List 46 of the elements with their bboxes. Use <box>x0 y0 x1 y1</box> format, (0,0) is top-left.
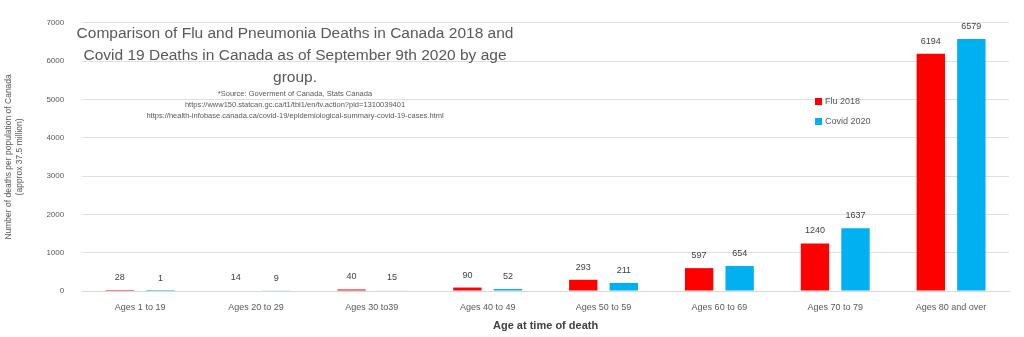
y-axis-title: Number of deaths per population of Canada (approx 37.5 million) <box>3 73 24 240</box>
data-label: 1637 <box>845 210 866 221</box>
y-tick-label: 0 <box>59 286 65 296</box>
data-label: 9 <box>273 272 279 283</box>
data-label: 40 <box>346 271 357 282</box>
data-label: 293 <box>575 261 591 272</box>
data-label: 211 <box>616 264 631 275</box>
legend-label: Covid 2020 <box>825 116 871 126</box>
text: Comparison of Flu and Pneumonia Deaths in Canada 2018 and Covid 19 Deaths in Canada as of September 9th 2020 by age group. <box>75 23 515 87</box>
data-label: 15 <box>387 272 398 283</box>
y-tick-label: 2000 <box>46 209 65 219</box>
x-tick-label: Ages 50 to 59 <box>575 301 632 312</box>
bar <box>916 53 945 291</box>
data-label: 597 <box>691 250 707 261</box>
y-tick-label: 3000 <box>46 171 65 181</box>
data-label: 14 <box>230 272 241 283</box>
bar <box>609 282 638 291</box>
x-tick-label: Ages 20 to 29 <box>228 301 284 312</box>
bar <box>453 287 482 291</box>
bar <box>569 279 598 291</box>
bar <box>957 38 986 291</box>
data-label: 52 <box>502 270 513 281</box>
legend-label: Flu 2018 <box>825 96 861 106</box>
data-label: 28 <box>114 271 125 282</box>
x-tick-label: Ages 30 to39 <box>345 301 399 312</box>
data-label: 6194 <box>920 35 941 46</box>
data-label: 90 <box>462 269 473 280</box>
data-label: 6579 <box>961 20 982 31</box>
data-label: 1 <box>157 272 163 283</box>
y-tick-label: 4000 <box>46 132 65 142</box>
x-tick-label: Ages 1 to 19 <box>114 301 166 312</box>
bar <box>684 268 714 291</box>
x-axis-title: Age at time of death <box>493 319 599 332</box>
x-tick-label: Ages 40 to 49 <box>459 301 516 312</box>
x-tick-label: Ages 60 to 69 <box>691 301 748 312</box>
y-tick-label: 1000 <box>46 247 65 257</box>
bar <box>725 265 754 291</box>
y-tick-label: 5000 <box>46 94 65 104</box>
data-label: 654 <box>732 247 748 258</box>
bar <box>800 243 830 291</box>
y-tick-label: 7000 <box>46 18 65 27</box>
x-tick-label: Ages 80 and over <box>915 301 987 312</box>
bar <box>841 228 870 291</box>
y-tick-label: 6000 <box>46 56 65 66</box>
data-label: 1240 <box>804 225 825 236</box>
x-tick-label: Ages 70 to 79 <box>807 301 863 312</box>
